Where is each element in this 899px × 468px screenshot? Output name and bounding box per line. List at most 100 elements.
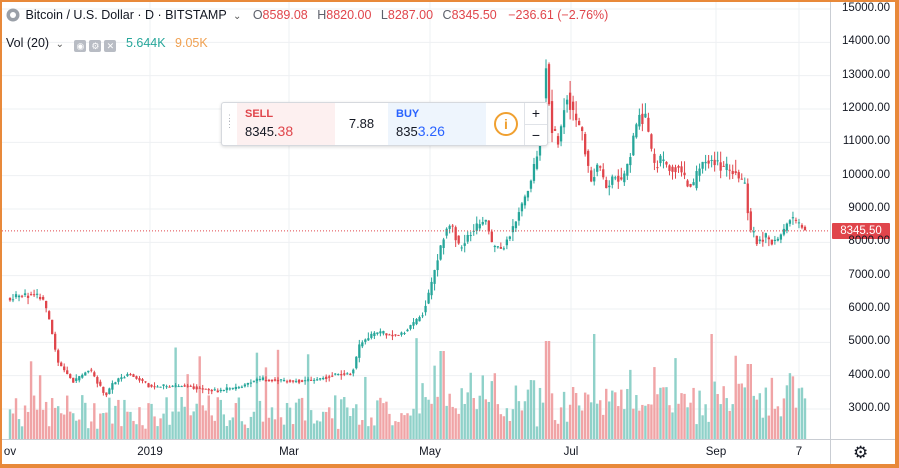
volume-bar <box>174 347 177 439</box>
candle-body <box>391 334 394 337</box>
candle-body <box>231 387 234 389</box>
candle-body <box>343 373 346 375</box>
volume-bar <box>674 358 677 439</box>
volume-bar <box>234 403 238 439</box>
plus-button[interactable]: + <box>531 105 541 121</box>
volume-bar <box>553 420 557 439</box>
candle-body <box>189 385 192 387</box>
close-icon[interactable]: ✕ <box>104 40 117 52</box>
volume-bar <box>388 413 391 439</box>
volume-bar <box>66 395 69 439</box>
candle-body <box>361 342 364 347</box>
volume-bar <box>96 428 99 439</box>
volume-bar <box>496 404 500 439</box>
volume-bar <box>222 414 226 439</box>
volume-bar <box>614 392 617 439</box>
volume-bar <box>620 389 623 439</box>
volume-title[interactable]: Vol (20) <box>6 36 50 50</box>
settings-icon[interactable]: ⚙ <box>89 40 102 52</box>
time-axis[interactable]: ov 2019 Mar May Jul Sep 7 <box>2 439 830 464</box>
candle-body <box>294 380 298 382</box>
volume-bar <box>195 403 198 439</box>
candle-body <box>102 386 105 393</box>
candle-body <box>394 334 397 336</box>
candle-body <box>556 136 560 145</box>
volume-bar <box>710 334 713 439</box>
chevron-down-icon[interactable]: ⌄ <box>55 39 64 50</box>
candle-body <box>436 260 439 271</box>
candle-body <box>261 377 265 380</box>
spread-value: 7.88 <box>348 116 375 131</box>
candle-body <box>99 381 102 386</box>
volume-bar <box>665 387 668 439</box>
candle-body <box>192 386 195 389</box>
x-tick-label: 2019 <box>137 446 163 458</box>
volume-bar <box>361 420 364 439</box>
candle-body <box>457 235 460 244</box>
volume-bar <box>490 381 494 439</box>
candle-body <box>234 386 237 390</box>
volume-bar <box>418 413 421 439</box>
volume-bar <box>469 372 472 439</box>
volume-bar <box>192 411 195 439</box>
candle-body <box>469 235 472 237</box>
low-value: 8287.00 <box>387 8 434 22</box>
drag-handle-icon[interactable]: ⋮ ⋮ <box>225 113 234 129</box>
candle-body <box>550 101 554 134</box>
volume-bar <box>267 417 271 439</box>
candle-body <box>505 239 509 246</box>
candle-body <box>788 220 792 224</box>
volume-value: 5.644K <box>125 36 166 50</box>
chevron-down-icon[interactable]: ⌄ <box>232 11 242 22</box>
candle-body <box>544 68 548 99</box>
volume-bar <box>126 411 129 439</box>
price-axis[interactable]: 8345.50 15000.00 14000.00 13000.00 12000.00… <box>830 2 895 439</box>
volume-bar <box>484 399 487 439</box>
candle-body <box>635 124 638 138</box>
volume-bar <box>105 412 108 439</box>
volume-bar <box>538 387 542 439</box>
volume-bar <box>11 413 15 439</box>
volume-bar <box>779 416 783 439</box>
volume-bar <box>547 341 551 439</box>
volume-bar <box>210 415 213 439</box>
volume-bar <box>403 415 406 439</box>
volume-bar <box>285 402 289 439</box>
volume-bar <box>291 424 295 439</box>
candle-body <box>424 305 427 313</box>
symbol-title[interactable]: Bitcoin / U.S. Dollar · D · BITSTAMP <box>25 8 227 22</box>
candle-body <box>562 110 566 128</box>
sell-button[interactable]: SELL 8345.38 <box>237 103 335 145</box>
volume-bar <box>26 411 30 439</box>
candle-body <box>138 378 141 381</box>
candle-body <box>710 159 713 161</box>
info-icon[interactable]: i <box>494 112 518 136</box>
candlestick-chart[interactable] <box>2 2 830 439</box>
volume-bar <box>303 420 307 439</box>
eye-icon[interactable]: ◉ <box>74 40 87 52</box>
candle-body <box>325 376 328 380</box>
buy-button[interactable]: BUY 8353.26 <box>388 103 486 145</box>
volume-bar <box>677 403 680 439</box>
gear-icon[interactable]: ⚙ <box>853 443 869 462</box>
candle-body <box>258 378 262 380</box>
plot-area[interactable]: Bitcoin / U.S. Dollar · D · BITSTAMP ⌄ O… <box>2 2 830 439</box>
volume-bar <box>370 417 373 439</box>
candle-body <box>553 129 557 131</box>
volume-bar <box>758 393 762 439</box>
volume-bar <box>430 403 433 439</box>
volume-bar <box>599 400 602 439</box>
volume-bar <box>565 421 569 439</box>
candle-body <box>288 380 292 382</box>
volume-bar <box>273 419 277 439</box>
candle-body <box>797 222 801 224</box>
volume-bar <box>186 374 189 439</box>
candle-body <box>403 333 406 335</box>
volume-bar <box>502 416 506 439</box>
volume-bar <box>231 417 235 439</box>
volume-bar <box>460 388 463 439</box>
minus-button[interactable]: − <box>525 124 547 146</box>
candle-body <box>26 295 30 298</box>
candle-body <box>334 373 337 375</box>
candle-body <box>349 373 352 375</box>
